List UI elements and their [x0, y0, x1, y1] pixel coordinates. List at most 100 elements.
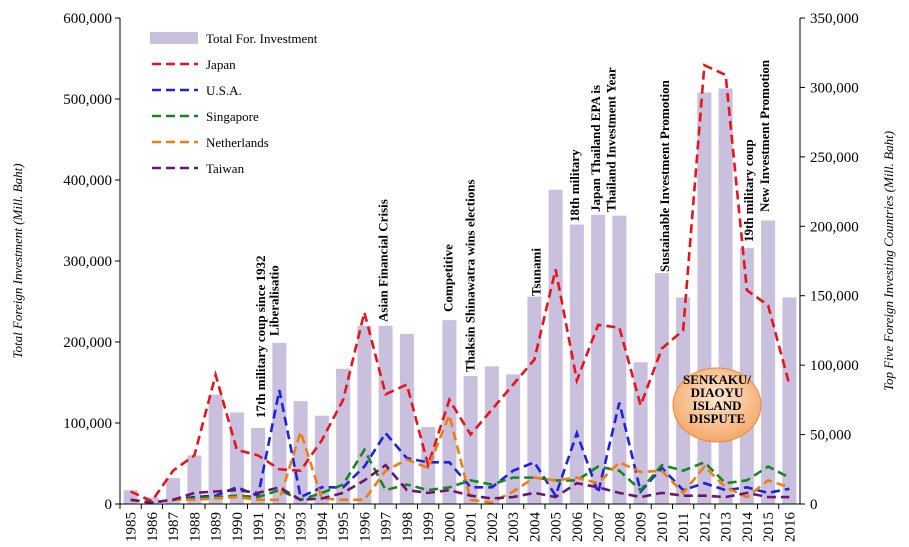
y-tick-label: 300,000: [63, 254, 112, 270]
x-tick-label: 2004: [527, 512, 543, 543]
x-tick-label: 1996: [357, 512, 373, 543]
y2-tick-label: 100,000: [810, 358, 859, 374]
annotation: Thailand Investment Year: [603, 67, 618, 212]
annotation: New Investment Promotion: [757, 59, 772, 212]
bar: [187, 455, 202, 504]
x-tick-label: 1997: [379, 512, 395, 543]
legend-label: Singapore: [206, 109, 259, 124]
x-tick-label: 1986: [145, 512, 161, 543]
line-series: [130, 63, 791, 503]
bar: [591, 214, 606, 504]
x-tick-label: 2015: [761, 512, 777, 542]
x-tick-label: 2009: [634, 512, 650, 542]
x-tick-label: 1988: [187, 512, 203, 542]
annotation: Thaksin Shinawatra wins elections: [463, 179, 478, 372]
x-tick-label: 2014: [740, 512, 756, 543]
x-tick-label: 2005: [549, 512, 565, 542]
annotation: Competitive: [440, 244, 455, 312]
x-tick-label: 1991: [251, 512, 267, 542]
y-tick-label: 600,000: [63, 11, 112, 27]
bar: [654, 273, 669, 504]
callout-text: SENKAKU/: [683, 372, 751, 387]
annotation: 17th military coup since 1932: [253, 256, 268, 419]
y2-tick-label: 150,000: [810, 289, 859, 305]
annotation: Asian Financial Crisis: [376, 199, 391, 322]
line-series: [130, 463, 790, 504]
bar: [229, 412, 244, 504]
bar: [336, 368, 351, 504]
bar: [739, 248, 754, 504]
bar: [293, 401, 308, 504]
x-tick-label: 1989: [209, 512, 225, 542]
x-tick-label: 2008: [612, 512, 628, 542]
bars: [123, 88, 797, 505]
y2-tick-label: 50,000: [810, 428, 851, 444]
y-tick-label: 0: [105, 497, 113, 513]
bar: [548, 189, 563, 504]
x-tick-label: 1994: [315, 512, 331, 543]
annotation: Japan Thailand EPA is: [588, 85, 603, 212]
annotation: Liberalisatio: [266, 265, 281, 336]
x-tick-label: 1990: [230, 512, 246, 542]
bar: [782, 297, 797, 504]
bar: [463, 376, 478, 504]
x-tick-label: 2013: [719, 512, 735, 542]
annotation: 19th military coup: [741, 139, 756, 242]
bar: [527, 296, 542, 504]
bar: [251, 427, 266, 504]
callout-bubble: [672, 367, 762, 443]
y2-axis-label: Top Five Foreign Investing Countries (Mi…: [881, 131, 896, 391]
annotation: Tsunami: [528, 248, 543, 296]
bar: [484, 366, 499, 504]
legend-label: Total For. Investment: [206, 31, 318, 46]
lines: [130, 63, 791, 504]
bar: [569, 224, 584, 505]
y2-tick-label: 300,000: [810, 80, 859, 96]
x-tick-label: 1998: [400, 512, 416, 542]
y-tick-label: 400,000: [63, 173, 112, 189]
legend-label: Taiwan: [206, 161, 245, 176]
legend-swatch: [150, 32, 198, 44]
x-tick-label: 2003: [506, 512, 522, 542]
x-tick-label: 1995: [336, 512, 352, 542]
bar: [272, 342, 287, 504]
bar: [697, 92, 712, 505]
x-tick-label: 2000: [442, 512, 458, 542]
bar: [144, 497, 159, 504]
legend-label: Japan: [206, 57, 236, 72]
x-tick-label: 2012: [697, 512, 713, 542]
bar: [357, 325, 372, 504]
annotation: 18th military: [567, 149, 582, 222]
y2-tick-label: 0: [810, 497, 818, 513]
y2-tick-label: 350,000: [810, 11, 859, 27]
y-axis-label: Total Foreign Investment (Mill. Baht): [10, 163, 25, 358]
bar: [314, 415, 329, 504]
legend: Total For. Investment Japan U.S.A. Singapor…: [150, 31, 318, 176]
y2-tick-label: 250,000: [810, 150, 859, 166]
x-tick-label: 2006: [570, 512, 586, 543]
x-tick-label: 2007: [591, 512, 607, 543]
callout-text: ISLAND: [692, 398, 741, 413]
x-tick-label: 1993: [294, 512, 310, 542]
y-tick-label: 500,000: [63, 92, 112, 108]
annotation: Sustainable Investment Promotion: [657, 79, 672, 272]
x-tick-label: 1992: [272, 512, 288, 542]
bar: [506, 374, 521, 504]
bar: [761, 220, 776, 504]
bar: [208, 394, 223, 504]
y2-tick-label: 200,000: [810, 219, 859, 235]
y-tick-label: 200,000: [63, 335, 112, 351]
x-tick-label: 1999: [421, 512, 437, 542]
x-tick-label: 2010: [655, 512, 671, 542]
bar: [399, 333, 414, 504]
x-tick-label: 1985: [124, 512, 140, 542]
x-tick-label: 1987: [166, 512, 182, 543]
callout-text: DISPUTE: [689, 411, 745, 426]
bar: [612, 215, 627, 504]
bar: [378, 325, 393, 504]
y-tick-label: 100,000: [63, 416, 112, 432]
line-series: [130, 389, 790, 504]
line-series: [130, 447, 790, 504]
legend-label: U.S.A.: [206, 83, 242, 98]
